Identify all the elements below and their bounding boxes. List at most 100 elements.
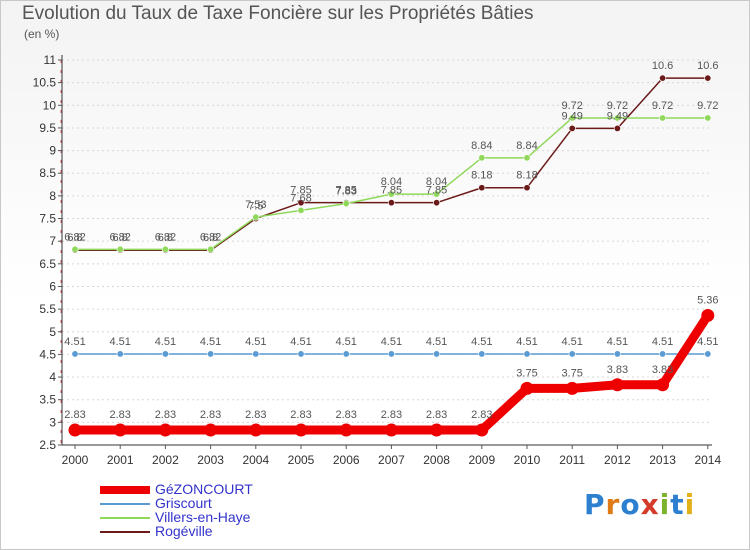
data-label-griscourt: 4.51 <box>426 336 447 348</box>
x-tick-label: 2012 <box>604 453 631 467</box>
data-point-griscourt <box>71 350 79 358</box>
logo-letter: o <box>620 488 641 521</box>
data-label-gezoncourt: 2.83 <box>200 409 221 421</box>
x-tick-label: 2002 <box>152 453 179 467</box>
data-label-villers-en-haye: 8.84 <box>516 140 537 152</box>
proxiti-logo: Proxiti <box>584 488 695 521</box>
data-point-griscourt <box>297 350 305 358</box>
data-label-villers-en-haye: 6.82 <box>64 231 85 243</box>
data-label-gezoncourt: 3.83 <box>652 364 673 376</box>
data-label-villers-en-haye: 6.82 <box>109 231 130 243</box>
data-point-griscourt <box>523 350 531 358</box>
data-point-rogeville <box>433 199 441 207</box>
x-tick-label: 2010 <box>514 453 541 467</box>
data-point-gezoncourt <box>430 423 444 437</box>
y-tick-label: 2.5 <box>39 438 56 452</box>
logo-letter: i <box>684 488 696 521</box>
data-label-gezoncourt: 2.83 <box>471 409 492 421</box>
data-point-rogeville <box>478 184 486 192</box>
data-point-villers-en-haye <box>252 213 260 221</box>
data-point-gezoncourt <box>610 378 624 392</box>
data-label-villers-en-haye: 8.04 <box>381 176 402 188</box>
x-tick-label: 2008 <box>423 453 450 467</box>
data-point-villers-en-haye <box>161 245 169 253</box>
data-point-villers-en-haye <box>342 200 350 208</box>
data-label-rogeville: 7.85 <box>335 185 356 197</box>
logo-letter: i <box>659 488 671 521</box>
data-point-griscourt <box>613 350 621 358</box>
data-label-griscourt: 4.51 <box>697 336 718 348</box>
data-label-gezoncourt: 3.75 <box>561 367 582 379</box>
data-point-gezoncourt <box>520 381 534 395</box>
y-tick-label: 11 <box>44 53 57 67</box>
data-label-griscourt: 4.51 <box>561 336 582 348</box>
data-point-griscourt <box>568 350 576 358</box>
x-tick-label: 2009 <box>468 453 495 467</box>
data-point-villers-en-haye <box>387 190 395 198</box>
data-label-griscourt: 4.51 <box>290 336 311 348</box>
unit-label: (en %) <box>24 27 60 41</box>
data-label-griscourt: 4.51 <box>381 336 402 348</box>
data-point-gezoncourt <box>113 423 127 437</box>
data-label-gezoncourt: 2.83 <box>426 409 447 421</box>
data-label-griscourt: 4.51 <box>155 336 176 348</box>
y-tick-label: 6.5 <box>39 257 56 271</box>
data-label-villers-en-haye: 9.72 <box>697 100 718 112</box>
data-label-griscourt: 4.51 <box>335 336 356 348</box>
data-point-gezoncourt <box>158 423 172 437</box>
data-label-griscourt: 4.51 <box>245 336 266 348</box>
data-point-villers-en-haye <box>659 114 667 122</box>
data-label-gezoncourt: 2.83 <box>381 409 402 421</box>
data-point-griscourt <box>342 350 350 358</box>
y-tick-label: 3.5 <box>39 393 56 407</box>
data-label-griscourt: 4.51 <box>200 336 221 348</box>
data-point-villers-en-haye <box>704 114 712 122</box>
data-point-villers-en-haye <box>613 114 621 122</box>
data-point-rogeville <box>613 124 621 132</box>
data-label-gezoncourt: 2.83 <box>335 409 356 421</box>
legend-label-villers-en-haye: Villers-en-Haye <box>155 509 251 525</box>
legend-swatch-griscourt <box>100 503 150 505</box>
x-tick-label: 2013 <box>649 453 676 467</box>
data-label-rogeville: 6.8 <box>67 232 82 244</box>
data-label-rogeville: 6.8 <box>158 232 173 244</box>
data-point-rogeville <box>704 74 712 82</box>
data-point-griscourt <box>659 350 667 358</box>
data-point-griscourt <box>704 350 712 358</box>
y-tick-label: 7.5 <box>39 212 56 226</box>
x-tick-label: 2011 <box>559 453 585 467</box>
data-label-griscourt: 4.51 <box>64 336 85 348</box>
data-point-griscourt <box>207 350 215 358</box>
data-label-griscourt: 4.51 <box>652 336 673 348</box>
x-tick-label: 2000 <box>62 453 89 467</box>
logo-letter: P <box>584 488 606 521</box>
data-point-villers-en-haye <box>433 190 441 198</box>
data-label-gezoncourt: 2.83 <box>245 409 266 421</box>
data-point-griscourt <box>478 350 486 358</box>
data-label-rogeville: 6.8 <box>113 232 128 244</box>
y-tick-label: 4.5 <box>39 347 56 361</box>
data-point-rogeville <box>659 74 667 82</box>
y-tick-label: 4 <box>49 370 56 384</box>
y-tick-label: 7 <box>49 234 56 248</box>
y-tick-label: 3 <box>49 415 56 429</box>
y-tick-label: 10 <box>43 98 57 112</box>
data-label-villers-en-haye: 8.04 <box>426 176 447 188</box>
data-point-gezoncourt <box>68 423 82 437</box>
legend-label-rogeville: Rogéville <box>155 523 213 539</box>
data-label-rogeville: 7.85 <box>381 185 402 197</box>
data-label-rogeville: 7.85 <box>426 185 447 197</box>
data-point-gezoncourt <box>384 423 398 437</box>
data-label-rogeville: 10.6 <box>697 60 718 72</box>
y-tick-label: 5 <box>49 325 56 339</box>
data-label-gezoncourt: 2.83 <box>64 409 85 421</box>
data-label-villers-en-haye: 7.68 <box>290 192 311 204</box>
data-point-griscourt <box>387 350 395 358</box>
data-point-griscourt <box>252 350 260 358</box>
logo-letter: x <box>640 488 660 521</box>
x-tick-label: 2005 <box>288 453 315 467</box>
data-point-rogeville <box>568 124 576 132</box>
x-tick-label: 2006 <box>333 453 360 467</box>
data-label-villers-en-haye: 9.72 <box>607 100 628 112</box>
